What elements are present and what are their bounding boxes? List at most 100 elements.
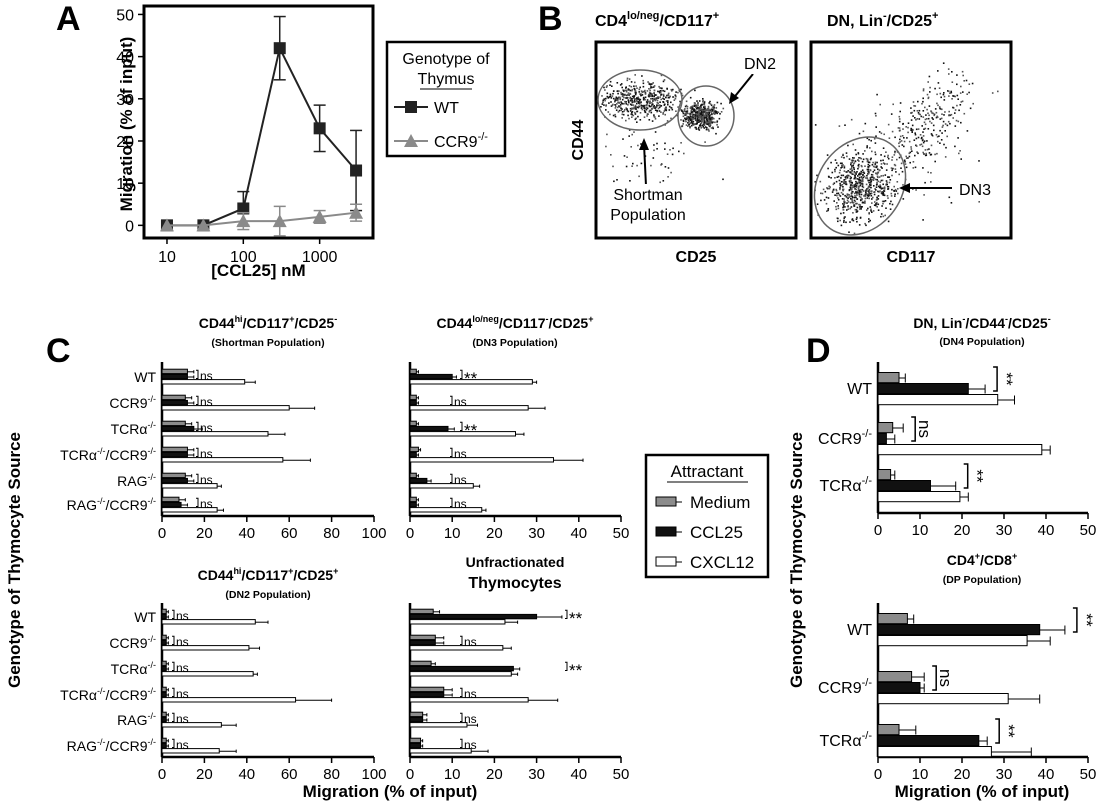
flow-dot — [652, 107, 655, 109]
flow-dot — [950, 91, 953, 94]
flow-dot — [868, 212, 870, 214]
flow-dot — [625, 90, 628, 93]
flow-dot — [715, 111, 717, 114]
flow-dot — [843, 206, 845, 208]
flow-dot — [919, 113, 921, 116]
category-label: WT — [847, 622, 872, 639]
flow-dot — [698, 116, 700, 118]
flow-dot — [603, 98, 605, 100]
flow-dot — [630, 81, 633, 83]
flow-dot — [930, 181, 932, 183]
x-tick-label: 0 — [158, 766, 166, 783]
flow-dot — [852, 164, 854, 167]
flow-dots — [676, 98, 725, 135]
flow-dot — [703, 111, 705, 113]
flow-dot — [648, 82, 650, 85]
flow-dot — [888, 137, 891, 139]
flow-dot — [861, 169, 864, 171]
flow-dot — [654, 97, 657, 100]
flow-dot — [936, 152, 938, 155]
flow-dot — [883, 186, 886, 188]
flow-dot — [866, 188, 868, 190]
flow-dot — [959, 104, 962, 106]
flow-dot — [883, 200, 885, 203]
flow-dot — [662, 180, 665, 182]
flow-dot — [652, 86, 655, 88]
flow-dot — [698, 108, 700, 111]
flow-dot — [931, 134, 933, 136]
flow-dot — [842, 186, 844, 188]
flow-dot — [657, 107, 660, 110]
flow-dot — [870, 194, 873, 197]
flow-dot — [622, 93, 624, 95]
significance-label: ns — [454, 447, 467, 461]
flow-dot — [907, 131, 909, 134]
flow-dot — [685, 120, 687, 123]
flow-dot — [651, 98, 654, 100]
flow-dot — [621, 102, 623, 105]
flow-dot — [641, 94, 644, 96]
flow-dot — [927, 112, 929, 115]
flow-dot — [851, 170, 853, 173]
x-tick-label: 20 — [954, 522, 971, 539]
flow-dot — [653, 115, 655, 118]
category-label: TCRα-/- — [111, 420, 156, 437]
flow-dot — [850, 195, 852, 198]
flow-dot — [884, 214, 886, 217]
bar-medium — [161, 660, 167, 667]
flow-dot — [631, 88, 634, 91]
flow-dot — [704, 141, 706, 143]
flow-dot — [671, 153, 674, 156]
flow-dot — [821, 192, 824, 195]
bar-medium — [409, 446, 419, 453]
flow-dot — [944, 130, 946, 132]
flow-dot — [874, 201, 876, 203]
flow-dot — [682, 119, 685, 122]
flow-dot — [907, 126, 909, 129]
flow-dot — [630, 108, 633, 110]
flow-dot — [864, 150, 866, 152]
flow-dot — [847, 144, 849, 147]
bar-ccl25 — [409, 477, 428, 484]
flow-dot — [962, 91, 964, 93]
flow-dot — [625, 119, 627, 122]
flow-dot — [641, 108, 644, 111]
bar-panel-subtitle: (Shortman Population) — [211, 337, 324, 349]
flow-dot — [875, 166, 878, 169]
flow-dot — [827, 208, 830, 210]
bar-ccl25 — [161, 613, 167, 620]
flow-dot — [930, 153, 933, 156]
flow-dot — [957, 120, 960, 123]
flow-dot — [709, 114, 712, 116]
significance-bracket — [565, 661, 568, 672]
flow-dot — [885, 180, 888, 182]
flow-dot — [898, 115, 901, 118]
flow-dot — [634, 107, 636, 110]
flow-dot — [843, 165, 846, 168]
bar-panel-3: CD44hi/CD117+/CD25+(DN2 Population)0 20 40… — [60, 566, 386, 783]
flow-dot — [605, 109, 607, 111]
bar-cxcl12 — [877, 746, 992, 758]
flow-dot — [703, 124, 706, 127]
flow-dot — [627, 99, 630, 101]
bar-panel-subtitle: (DN4 Population) — [939, 336, 1024, 348]
flow-dot — [837, 175, 840, 178]
flow-dot — [642, 105, 645, 107]
flow-dot — [835, 208, 838, 211]
bar-cxcl12 — [409, 457, 554, 463]
flow-dot — [626, 94, 628, 97]
flow-dot — [867, 173, 869, 175]
flow-dot — [713, 109, 715, 111]
panel-c-x-axis-label: Migration (% of input) — [303, 782, 478, 801]
bar-medium — [161, 608, 167, 615]
flow-dot — [889, 179, 892, 181]
flow-dot — [861, 206, 863, 208]
flow-dot — [875, 184, 878, 186]
flow-dot — [861, 185, 864, 188]
flow-dot — [696, 110, 699, 113]
flow-dot — [636, 97, 638, 99]
flow-dot — [882, 194, 884, 196]
flow-dot — [630, 104, 633, 106]
flow-dot — [868, 218, 870, 220]
flow-dot — [950, 202, 953, 204]
